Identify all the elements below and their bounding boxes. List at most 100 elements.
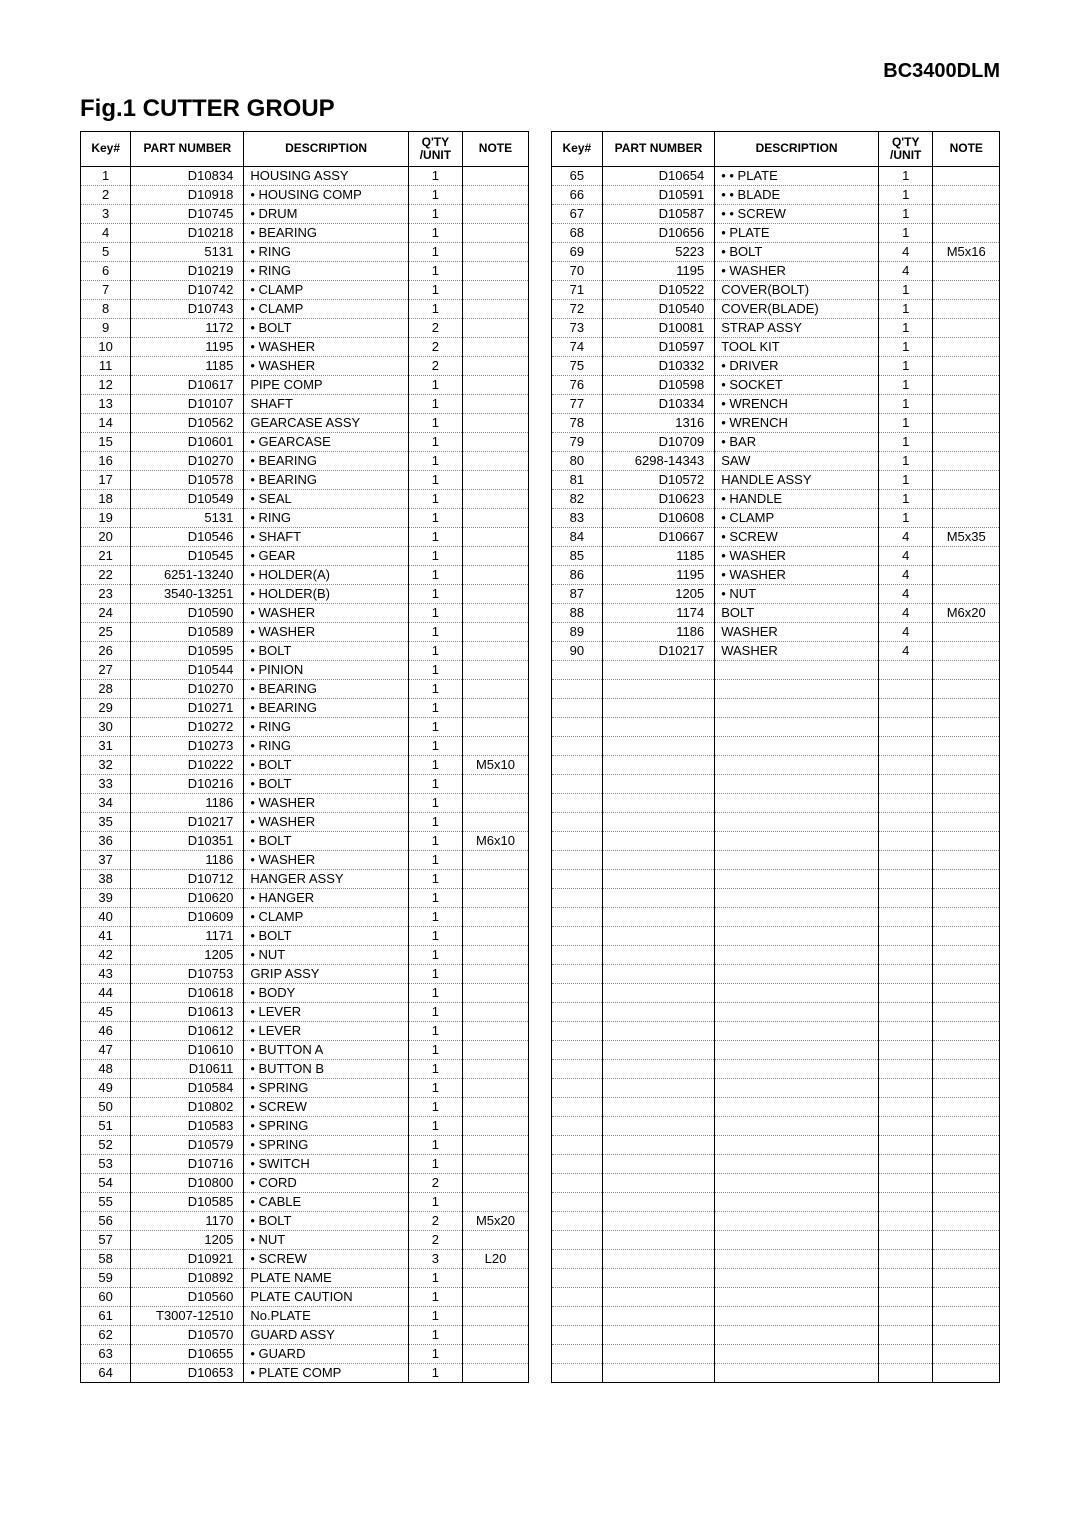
- cell-desc: • NUT: [715, 585, 879, 604]
- cell-desc: [715, 1079, 879, 1098]
- cell-key: 37: [81, 851, 131, 870]
- cell-qty: 1: [408, 395, 462, 414]
- cell-desc: • BOLT: [244, 756, 409, 775]
- table-row: 233540-13251• HOLDER(B)1: [81, 585, 529, 604]
- table-row: 29D10271• BEARING1: [81, 699, 529, 718]
- cell-qty: 1: [408, 965, 462, 984]
- cell-note: [933, 1041, 1000, 1060]
- cell-note: [933, 870, 1000, 889]
- table-header: Key# PART NUMBER DESCRIPTION Q'TY /UNIT …: [81, 132, 529, 167]
- table-row: 46D10612• LEVER1: [81, 1022, 529, 1041]
- cell-part: [602, 832, 714, 851]
- cell-part: D10653: [131, 1364, 244, 1383]
- cell-key: [552, 1288, 603, 1307]
- table-row: 871205• NUT4: [552, 585, 1000, 604]
- cell-desc: STRAP ASSY: [715, 319, 879, 338]
- table-row: 36D10351• BOLT1M6x10: [81, 832, 529, 851]
- cell-qty: 1: [408, 205, 462, 224]
- table-row: [552, 680, 1000, 699]
- cell-part: [602, 1345, 714, 1364]
- cell-qty: [878, 832, 933, 851]
- cell-qty: 3: [408, 1250, 462, 1269]
- table-row: [552, 832, 1000, 851]
- cell-note: [462, 262, 528, 281]
- cell-note: [462, 376, 528, 395]
- cell-part: D10918: [131, 186, 244, 205]
- cell-key: 27: [81, 661, 131, 680]
- cell-key: [552, 1174, 603, 1193]
- cell-part: 1195: [602, 566, 714, 585]
- cell-note: [933, 433, 1000, 452]
- cell-qty: 1: [408, 927, 462, 946]
- cell-key: 15: [81, 433, 131, 452]
- cell-desc: [715, 737, 879, 756]
- cell-part: T3007-12510: [131, 1307, 244, 1326]
- cell-part: [602, 851, 714, 870]
- cell-desc: • CORD: [244, 1174, 409, 1193]
- cell-note: [933, 1003, 1000, 1022]
- cell-desc: • GEARCASE: [244, 433, 409, 452]
- cell-part: D10217: [131, 813, 244, 832]
- cell-part: D10219: [131, 262, 244, 281]
- header-note: NOTE: [933, 132, 1000, 167]
- cell-qty: [878, 1364, 933, 1383]
- cell-note: [933, 1117, 1000, 1136]
- table-row: 24D10590• WASHER1: [81, 604, 529, 623]
- table-row: 695223• BOLT4M5x16: [552, 243, 1000, 262]
- table-row: 40D10609• CLAMP1: [81, 908, 529, 927]
- table-row: [552, 1250, 1000, 1269]
- cell-part: [602, 1193, 714, 1212]
- cell-desc: HANDLE ASSY: [715, 471, 879, 490]
- cell-qty: [878, 1022, 933, 1041]
- cell-note: [462, 300, 528, 319]
- cell-desc: [715, 946, 879, 965]
- cell-desc: • BAR: [715, 433, 879, 452]
- cell-key: 49: [81, 1079, 131, 1098]
- cell-part: D10584: [131, 1079, 244, 1098]
- cell-key: 36: [81, 832, 131, 851]
- cell-key: 22: [81, 566, 131, 585]
- table-row: 60D10560PLATE CAUTION1: [81, 1288, 529, 1307]
- cell-qty: 1: [408, 281, 462, 300]
- cell-part: [602, 1022, 714, 1041]
- cell-note: [462, 547, 528, 566]
- cell-note: [462, 1231, 528, 1250]
- cell-note: [933, 984, 1000, 1003]
- cell-part: 5131: [131, 243, 244, 262]
- cell-qty: 4: [878, 262, 933, 281]
- cell-qty: 2: [408, 338, 462, 357]
- cell-note: [933, 585, 1000, 604]
- cell-note: [462, 1155, 528, 1174]
- cell-qty: 1: [408, 794, 462, 813]
- cell-note: [933, 262, 1000, 281]
- table-row: 30D10272• RING1: [81, 718, 529, 737]
- cell-part: [602, 1269, 714, 1288]
- cell-note: [462, 167, 528, 186]
- table-row: [552, 737, 1000, 756]
- cell-qty: 4: [878, 604, 933, 623]
- cell-desc: • SPRING: [244, 1079, 409, 1098]
- cell-desc: [715, 1022, 879, 1041]
- cell-qty: 1: [408, 851, 462, 870]
- cell-note: [933, 1060, 1000, 1079]
- cell-qty: 1: [408, 1117, 462, 1136]
- cell-part: [602, 1003, 714, 1022]
- cell-note: [933, 851, 1000, 870]
- cell-key: 83: [552, 509, 603, 528]
- table-row: 701195• WASHER4: [552, 262, 1000, 281]
- cell-key: 3: [81, 205, 131, 224]
- cell-key: [552, 756, 603, 775]
- cell-part: [602, 680, 714, 699]
- cell-key: 79: [552, 433, 603, 452]
- table-row: 45D10613• LEVER1: [81, 1003, 529, 1022]
- table-row: 411171• BOLT1: [81, 927, 529, 946]
- cell-part: D10834: [131, 167, 244, 186]
- cell-qty: 1: [408, 1041, 462, 1060]
- cell-key: [552, 1098, 603, 1117]
- table-row: 781316• WRENCH1: [552, 414, 1000, 433]
- cell-qty: 1: [408, 1003, 462, 1022]
- cell-part: D10802: [131, 1098, 244, 1117]
- cell-note: [933, 1307, 1000, 1326]
- table-row: 52D10579• SPRING1: [81, 1136, 529, 1155]
- cell-note: [933, 1269, 1000, 1288]
